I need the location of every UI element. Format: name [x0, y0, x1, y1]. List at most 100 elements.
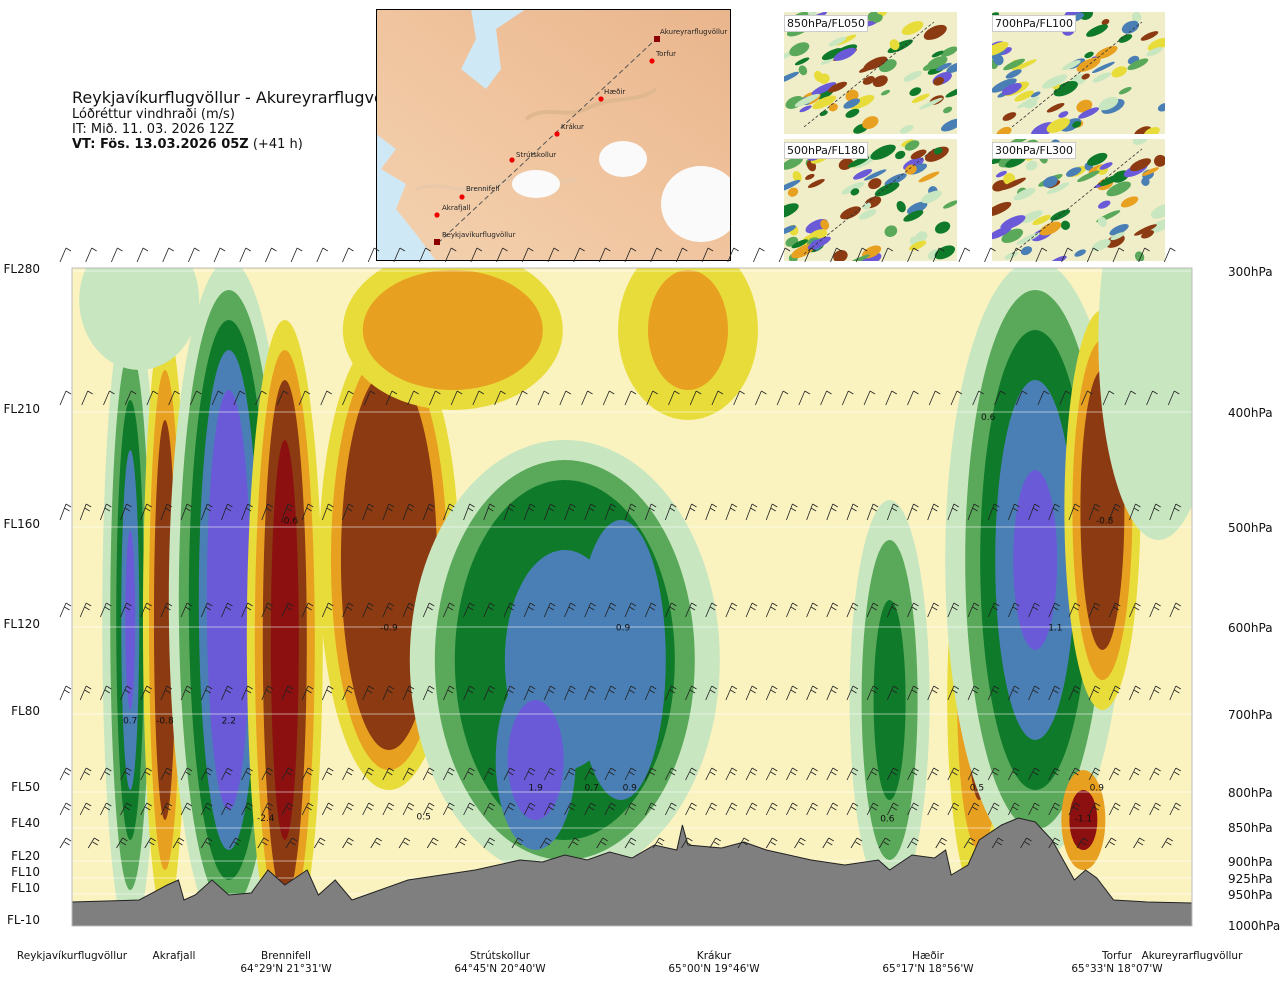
- wind-barb-flag: [266, 606, 272, 611]
- wind-barb-flag: [366, 689, 373, 694]
- wind-barb: [1080, 390, 1093, 406]
- fl-label-fl160: FL160: [3, 517, 41, 531]
- route-map: Akureyrarflugvöllur Torfur Hæðir Krákur …: [376, 9, 731, 261]
- wind-barb: [515, 390, 528, 406]
- wind-barb-flag: [529, 602, 536, 607]
- wind-barb: [1061, 247, 1073, 263]
- wind-barb-staff: [443, 602, 450, 618]
- thumb-field-patch: [845, 108, 860, 118]
- wind-barb-flag: [872, 503, 879, 508]
- wind-barb: [737, 837, 750, 849]
- wind-barb-flag: [969, 837, 976, 842]
- wind-barb-flag: [996, 841, 1002, 846]
- wind-barb-flag: [1074, 802, 1081, 807]
- wind-barb-flag: [568, 806, 575, 811]
- wind-barb-flag: [427, 806, 433, 811]
- thumb-field-patch: [1020, 210, 1043, 224]
- wind-barb: [1124, 390, 1137, 406]
- wind-barb: [301, 767, 314, 781]
- wind-barb: [1129, 802, 1141, 816]
- wind-barb-staff: [79, 767, 87, 781]
- wind-barb-flag: [770, 771, 776, 776]
- wind-barb-flag: [1073, 507, 1079, 512]
- value-label: -0.8: [1096, 517, 1114, 527]
- wind-barb-staff: [866, 503, 874, 521]
- thumb-field-patch: [833, 47, 857, 61]
- thumb-700hpa[interactable]: 700hPa/FL100: [992, 12, 1165, 134]
- wind-barb-flag: [992, 771, 998, 776]
- wind-barb-staff: [140, 767, 148, 781]
- station-name: Akureyrarflugvöllur: [1141, 950, 1243, 962]
- thumb-500hpa[interactable]: 500hPa/FL180: [784, 139, 957, 261]
- wind-barb-flag: [1012, 689, 1019, 694]
- wind-barb-flag: [750, 806, 756, 811]
- wind-barb-staff: [932, 247, 940, 263]
- wind-barb-flag: [508, 806, 514, 811]
- wind-barb-staff: [1035, 247, 1043, 263]
- wind-barb-flag: [941, 837, 947, 842]
- wind-barb: [705, 767, 717, 781]
- wind-barb-staff: [281, 602, 289, 618]
- wind-barb: [1169, 602, 1182, 618]
- wind-barb: [745, 602, 758, 618]
- wind-barb-flag: [933, 602, 939, 607]
- wind-barb-staff: [146, 390, 154, 406]
- wind-barb-staff: [624, 685, 632, 701]
- thumb-300hpa[interactable]: 300hPa/FL300: [992, 139, 1165, 261]
- wind-barb: [342, 837, 354, 849]
- wind-barb-flag: [1109, 841, 1115, 846]
- wind-barb-flag: [1113, 771, 1119, 776]
- wind-barb-staff: [604, 503, 612, 521]
- wind-barb-flag: [671, 503, 677, 508]
- wind-barb: [701, 247, 714, 263]
- thumb-field-patch: [1039, 221, 1062, 236]
- thumb-field-patch: [1081, 73, 1090, 80]
- wind-barb-staff: [1102, 390, 1110, 406]
- thumb-field-patch: [993, 53, 1004, 66]
- wind-barb-flag: [630, 802, 637, 807]
- wind-barb-flag: [104, 689, 111, 694]
- wind-barb-staff: [584, 602, 592, 618]
- wind-barb-flag: [671, 802, 677, 807]
- station-name: Torfur: [1101, 950, 1133, 962]
- thumb-field-patch: [1141, 230, 1154, 239]
- wind-barb-flag: [711, 503, 717, 508]
- wind-barb-flag: [104, 606, 111, 611]
- wind-barb: [878, 837, 891, 849]
- wind-barb-staff: [866, 767, 874, 781]
- wind-barb-flag: [832, 802, 838, 807]
- wind-barb-staff: [725, 602, 733, 618]
- wind-barb-flag: [650, 503, 657, 508]
- wind-barb-staff: [382, 602, 390, 618]
- wind-barb-flag: [205, 507, 211, 512]
- thumb-500hpa-field: [784, 139, 957, 261]
- wind-barb-flag: [500, 390, 506, 395]
- wind-barb-flag: [117, 247, 123, 252]
- wind-barb-flag: [1115, 685, 1121, 690]
- wind-barb-flag: [467, 507, 474, 512]
- wind-barb: [798, 390, 811, 406]
- wind-barb-flag: [994, 602, 1000, 607]
- thumb-850hpa[interactable]: 850hPa/FL050: [784, 12, 957, 134]
- wind-barb-staff: [261, 503, 269, 521]
- wind-barb-flag: [548, 606, 554, 611]
- wind-barb-flag: [1113, 606, 1119, 611]
- wind-barb: [382, 503, 395, 521]
- wind-barb-flag: [812, 503, 818, 508]
- wind-barb-flag: [388, 685, 395, 690]
- wind-barb: [596, 837, 608, 849]
- wind-barb-staff: [537, 390, 545, 406]
- wind-barb-staff: [559, 390, 567, 406]
- thumb-field-patch: [1148, 218, 1165, 233]
- wind-barb-flag: [502, 247, 508, 252]
- wind-barb-flag: [239, 390, 246, 395]
- wind-barb-flag: [106, 685, 112, 690]
- wind-barb-staff: [103, 390, 110, 406]
- wind-barb: [543, 503, 556, 521]
- wind-barb: [261, 685, 273, 701]
- wind-barb-staff: [363, 390, 371, 406]
- thumb-field-patch: [807, 12, 818, 16]
- wind-barb-flag: [893, 767, 899, 772]
- wind-barb-staff: [99, 802, 107, 816]
- wind-barb: [804, 247, 816, 263]
